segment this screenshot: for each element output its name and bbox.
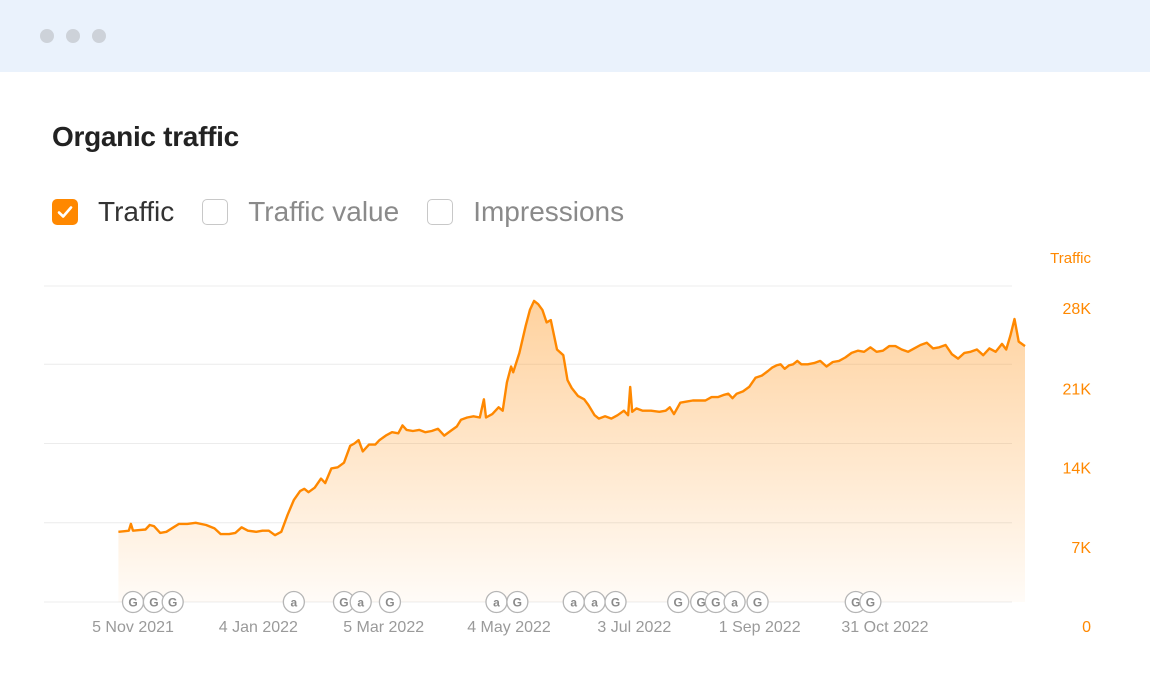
annotation-label: G: [711, 595, 720, 609]
annotation-circle: [859, 590, 882, 614]
x-tick-label: 4 Jan 2022: [219, 619, 298, 636]
y-tick-label: 0: [1082, 619, 1091, 636]
metric-legend: Traffic Traffic value Impressions: [52, 192, 652, 232]
y-tick-label: 14K: [1063, 461, 1092, 478]
annotation-label: G: [385, 595, 394, 609]
annotation-label: G: [513, 595, 522, 609]
traffic-area: [118, 300, 1025, 602]
annotation-circle: [604, 590, 627, 614]
legend-label: Traffic value: [248, 196, 400, 227]
page-title: Organic traffic: [52, 121, 239, 152]
google-update-marker[interactable]: G: [704, 590, 727, 614]
annotation-circle: [723, 590, 746, 614]
traffic-series-line[interactable]: [118, 299, 1026, 537]
annotation-circle: [378, 590, 402, 614]
google-update-marker[interactable]: G: [506, 590, 529, 614]
ahrefs-note-marker[interactable]: a: [723, 590, 746, 614]
annotation-circle: [161, 590, 184, 614]
legend-item-traffic[interactable]: Traffic: [52, 196, 174, 228]
annotation-label: G: [753, 595, 762, 609]
google-update-marker[interactable]: G: [746, 590, 769, 614]
traffic-value-checkbox[interactable]: [202, 199, 229, 225]
annotation-circle: [746, 590, 769, 614]
legend-item-traffic-value[interactable]: Traffic value: [202, 196, 399, 228]
annotation-label: G: [697, 595, 706, 609]
google-update-marker[interactable]: G: [378, 590, 402, 614]
ahrefs-note-marker[interactable]: a: [282, 590, 305, 614]
google-update-marker[interactable]: G: [859, 590, 882, 614]
y-tick-label: 28K: [1063, 301, 1092, 318]
impressions-checkbox[interactable]: [427, 199, 454, 225]
annotation-circle: [506, 590, 529, 614]
annotation-label: G: [168, 595, 177, 609]
google-update-marker[interactable]: G: [121, 590, 145, 614]
window-control-dot[interactable]: [66, 29, 80, 43]
x-tick-label: 3 Jul 2022: [597, 619, 671, 636]
annotation-label: a: [357, 595, 364, 609]
annotation-label: a: [493, 595, 500, 609]
annotation-label: G: [611, 595, 620, 609]
annotation-circle: [667, 590, 690, 614]
window-control-dot[interactable]: [92, 29, 106, 43]
ahrefs-note-marker[interactable]: a: [562, 590, 585, 614]
legend-label: Traffic: [98, 196, 175, 227]
x-tick-label: 1 Sep 2022: [719, 619, 801, 636]
ahrefs-note-marker[interactable]: a: [583, 590, 606, 614]
x-tick-label: 4 May 2022: [467, 619, 551, 636]
annotation-label: a: [591, 595, 598, 609]
annotation-label: G: [866, 595, 875, 609]
annotation-label: a: [731, 595, 738, 609]
google-update-marker[interactable]: G: [142, 590, 166, 614]
y-tick-label: 7K: [1071, 540, 1091, 557]
legend-label: Impressions: [473, 196, 625, 227]
annotation-circle: [282, 590, 305, 614]
y-axis-title: Traffic: [1050, 250, 1091, 267]
google-update-marker[interactable]: G: [667, 590, 690, 614]
x-tick-label: 31 Oct 2022: [841, 619, 928, 636]
annotation-label: G: [674, 595, 683, 609]
annotation-label: G: [339, 595, 348, 609]
ahrefs-note-marker[interactable]: a: [349, 590, 372, 614]
annotation-label: G: [128, 595, 137, 609]
ahrefs-note-marker[interactable]: a: [485, 590, 508, 614]
annotation-label: G: [851, 595, 860, 609]
legend-item-impressions[interactable]: Impressions: [427, 196, 624, 228]
google-update-marker[interactable]: G: [604, 590, 627, 614]
annotation-label: a: [570, 595, 577, 609]
google-update-marker[interactable]: G: [161, 590, 184, 614]
annotation-label: G: [149, 595, 158, 609]
window-control-dot[interactable]: [40, 29, 54, 43]
window-titlebar: [0, 0, 1150, 72]
annotation-label: a: [291, 595, 298, 609]
traffic-checkbox[interactable]: [52, 199, 78, 225]
x-tick-label: 5 Mar 2022: [343, 619, 424, 636]
annotation-circle: [349, 590, 372, 614]
checkmark-icon: [57, 206, 73, 218]
y-tick-label: 21K: [1063, 381, 1092, 398]
x-tick-label: 5 Nov 2021: [92, 619, 174, 636]
